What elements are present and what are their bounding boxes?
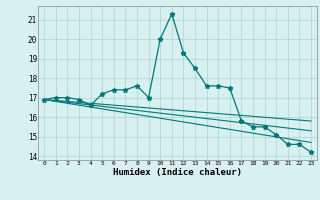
X-axis label: Humidex (Indice chaleur): Humidex (Indice chaleur) (113, 168, 242, 177)
